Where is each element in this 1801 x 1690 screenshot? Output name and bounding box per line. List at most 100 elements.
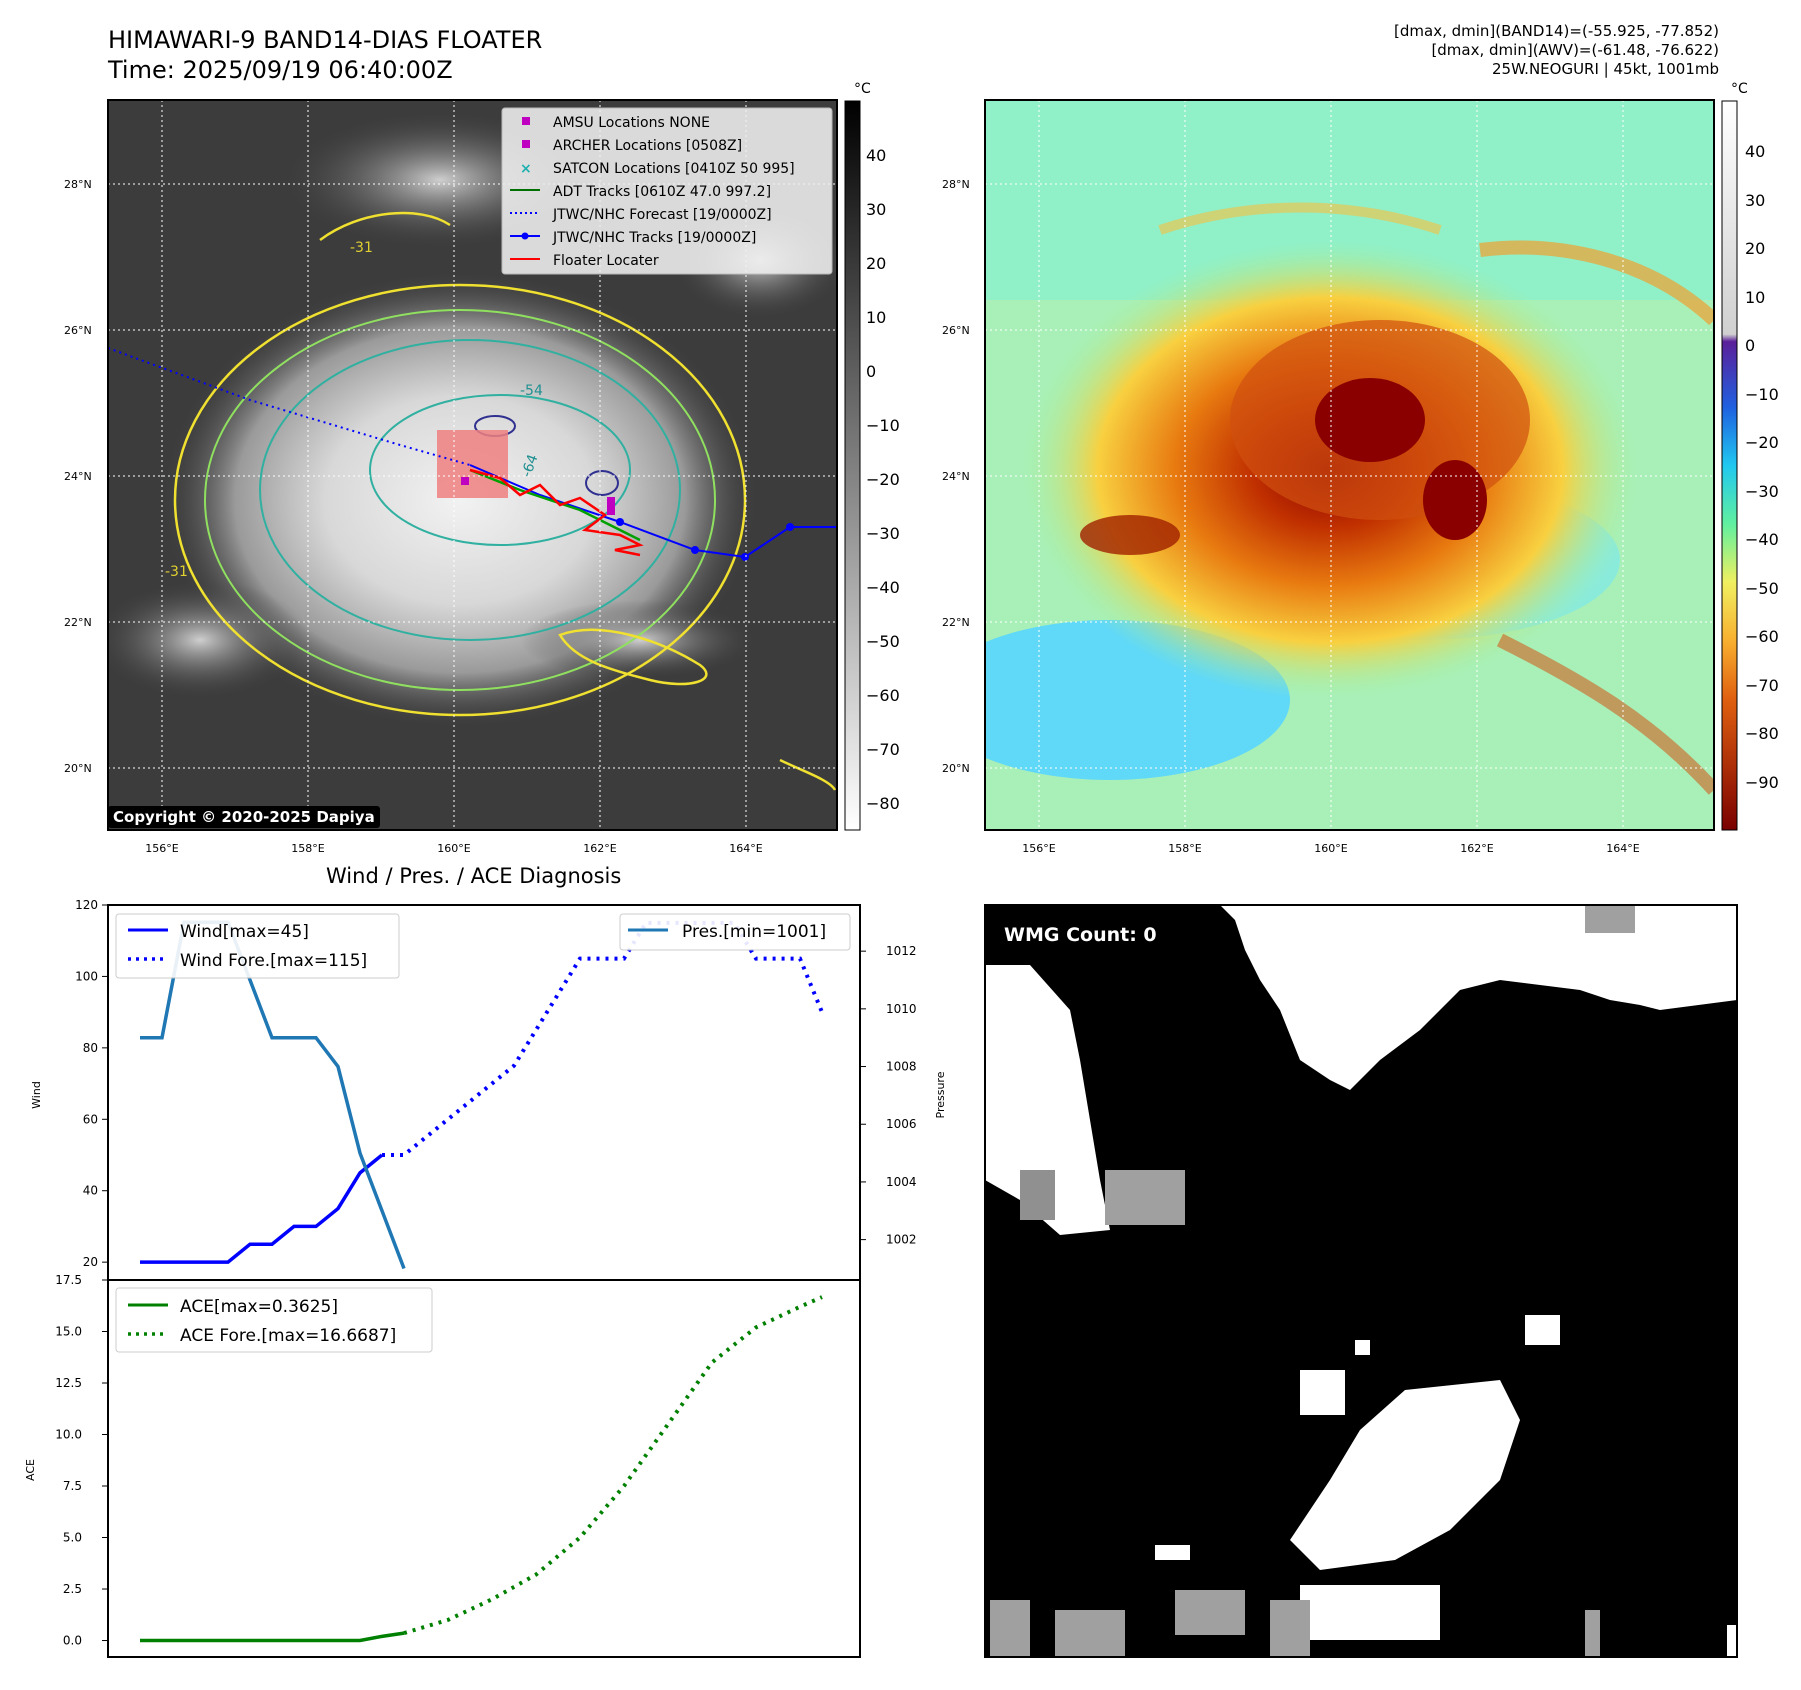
svg-text:20°N: 20°N [942, 762, 970, 775]
wind-tick-label: 20 [83, 1255, 98, 1269]
ace-tick-label: 2.5 [63, 1582, 82, 1596]
colorbar-unit: °C [854, 81, 871, 97]
ace-series-line [140, 1631, 405, 1643]
pressure-tick-label: 1012 [886, 944, 917, 958]
enhanced-ir-image [985, 100, 1714, 830]
colorbar-unit: °C [1731, 81, 1748, 97]
svg-text:0: 0 [866, 362, 876, 381]
svg-text:10: 10 [866, 308, 886, 327]
contour-label: -31 [350, 240, 373, 256]
ace-tick-label: 10.0 [55, 1428, 82, 1442]
wind-axis-label: Wind [30, 1081, 43, 1109]
ace-tick-label: 7.5 [63, 1479, 82, 1493]
map-right-grid [985, 100, 1714, 830]
pressure-tick-label: 1002 [886, 1233, 917, 1247]
map-left-lon-ticks: 156°E 158°E 160°E 162°E 164°E [145, 842, 762, 855]
svg-text:164°E: 164°E [729, 842, 762, 855]
svg-text:28°N: 28°N [942, 178, 970, 191]
pressure-tick-label: 1006 [886, 1117, 917, 1131]
svg-text:162°E: 162°E [1460, 842, 1493, 855]
wind-legend: Wind[max=45] Wind Fore.[max=115] Pres.[m… [115, 913, 851, 979]
ace-legend: ACE[max=0.3625] ACE Fore.[max=16.6687] [115, 1287, 433, 1353]
svg-text:26°N: 26°N [942, 324, 970, 337]
svg-text:−20: −20 [1745, 433, 1779, 452]
svg-text:−20: −20 [866, 470, 900, 489]
svg-text:24°N: 24°N [64, 470, 92, 483]
svg-text:20°N: 20°N [64, 762, 92, 775]
figure-title: HIMAWARI-9 BAND14-DIAS FLOATER [108, 26, 543, 54]
stats-band14: [dmax, dmin](BAND14)=(-55.925, -77.852) [1394, 22, 1719, 40]
map-legend: AMSU Locations NONE ARCHER Locations [05… [501, 107, 833, 275]
svg-text:40: 40 [866, 146, 886, 165]
svg-text:−50: −50 [1745, 579, 1779, 598]
pressure-tick-label: 1008 [886, 1060, 917, 1074]
jtwc-forecast-line [108, 347, 471, 466]
square-icon [522, 117, 530, 125]
colorbar-gray [844, 100, 861, 831]
square-icon [522, 140, 530, 148]
colorbar-left-ticks: 40 30 20 10 0 −10 −20 −30 −40 −50 −60 −7… [866, 146, 900, 813]
svg-text:−70: −70 [866, 740, 900, 759]
floater-box [437, 430, 508, 498]
svg-text:0: 0 [1745, 336, 1755, 355]
svg-text:−60: −60 [1745, 627, 1779, 646]
map-right-lon-ticks: 156°E 158°E 160°E 162°E 164°E [1022, 842, 1639, 855]
wind-tick-label: 40 [83, 1184, 98, 1198]
pressure-tick-label: 1004 [886, 1175, 917, 1189]
svg-text:−40: −40 [866, 578, 900, 597]
pressure-tick-label: 1010 [886, 1002, 917, 1016]
contour-label: -31 [165, 564, 188, 580]
series-line [382, 920, 824, 1157]
map-right-lat-ticks: 28°N 26°N 24°N 22°N 20°N [942, 178, 970, 775]
svg-text:30: 30 [866, 200, 886, 219]
contour-label: -64 [519, 452, 542, 479]
svg-text:−70: −70 [1745, 676, 1779, 695]
legend-item-amsu: AMSU Locations NONE [553, 115, 710, 131]
svg-text:−10: −10 [1745, 385, 1779, 404]
svg-text:−30: −30 [866, 524, 900, 543]
legend-pressure: Pres.[min=1001] [682, 922, 826, 942]
wind-tick-label: 100 [75, 969, 98, 983]
copyright-badge: Copyright © 2020-2025 Dapiya [108, 806, 380, 828]
cross-icon: × [520, 161, 532, 177]
wind-tick-label: 80 [83, 1041, 98, 1055]
archer-marker [461, 477, 469, 485]
svg-text:30: 30 [1745, 191, 1765, 210]
svg-text:26°N: 26°N [64, 324, 92, 337]
svg-text:−50: −50 [866, 632, 900, 651]
svg-text:158°E: 158°E [291, 842, 324, 855]
svg-text:−10: −10 [866, 416, 900, 435]
svg-text:22°N: 22°N [64, 616, 92, 629]
svg-text:10: 10 [1745, 288, 1765, 307]
legend-item-floater: Floater Locater [553, 253, 659, 269]
svg-text:−80: −80 [866, 794, 900, 813]
ace-tick-label: 17.5 [55, 1273, 82, 1287]
svg-text:162°E: 162°E [583, 842, 616, 855]
legend-item-adt: ADT Tracks [0610Z 47.0 997.2] [553, 184, 771, 200]
svg-text:156°E: 156°E [1022, 842, 1055, 855]
legend-ace: ACE[max=0.3625] [180, 1297, 338, 1317]
ace-tick-label: 15.0 [55, 1325, 82, 1339]
colorbar-color [1721, 100, 1738, 831]
ace-axis-label: ACE [24, 1459, 37, 1481]
ace-tick-label: 5.0 [63, 1531, 82, 1545]
map-left-lat-ticks: 28°N 26°N 24°N 22°N 20°N [64, 178, 92, 775]
legend-wind-forecast: Wind Fore.[max=115] [180, 951, 367, 971]
figure-time: Time: 2025/09/19 06:40:00Z [108, 56, 453, 84]
svg-text:−30: −30 [1745, 482, 1779, 501]
ace-series-line [403, 1295, 823, 1636]
legend-wind: Wind[max=45] [180, 922, 309, 942]
pressure-axis-label: Pressure [934, 1071, 947, 1118]
svg-text:164°E: 164°E [1606, 842, 1639, 855]
svg-text:158°E: 158°E [1168, 842, 1201, 855]
contour-label: -54 [520, 383, 543, 399]
legend-ace-forecast: ACE Fore.[max=16.6687] [180, 1326, 396, 1346]
svg-text:−60: −60 [866, 686, 900, 705]
stats-awv: [dmax, dmin](AWV)=(-61.48, -76.622) [1431, 41, 1719, 59]
series-line [140, 1153, 384, 1264]
svg-text:20: 20 [866, 254, 886, 273]
svg-text:24°N: 24°N [942, 470, 970, 483]
wind-tick-label: 120 [75, 898, 98, 912]
